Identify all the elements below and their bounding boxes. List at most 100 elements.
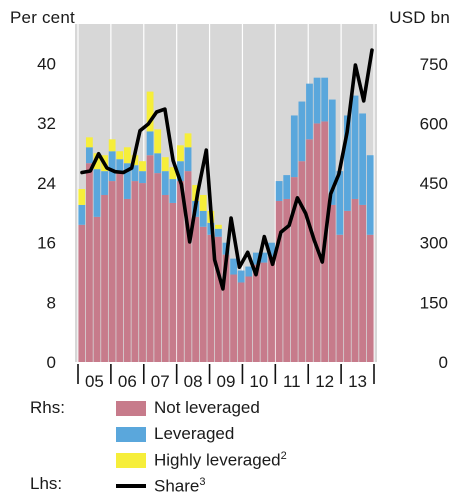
bar-segment-not-leveraged — [260, 262, 268, 362]
bar-segment-not-leveraged — [230, 274, 237, 362]
bar-segment-highly-leveraged — [199, 194, 207, 211]
bar-segment-leveraged — [101, 171, 108, 195]
legend-text-share-main: Share — [154, 476, 200, 496]
bar-segment-leveraged — [366, 155, 374, 235]
footnote-3: 3 — [199, 475, 206, 488]
right-tick-label: 0 — [439, 353, 448, 372]
x-axis: 05 06 07 08 09 10 11 12 13 — [77, 364, 375, 391]
bar-segment-leveraged — [131, 165, 139, 182]
legend-text-share: Share3 — [154, 476, 206, 497]
bar-segment-not-leveraged — [344, 210, 351, 362]
legend-item-leveraged: Leveraged — [116, 423, 234, 445]
x-tick-label: 13 — [348, 372, 367, 391]
bar-segment-not-leveraged — [192, 216, 200, 362]
bar-segment-leveraged — [321, 77, 329, 122]
bar-segment-leveraged — [245, 266, 253, 277]
bar-segment-not-leveraged — [93, 216, 101, 362]
bar-segment-leveraged — [252, 252, 260, 265]
bar-segment-highly-leveraged — [154, 129, 162, 154]
bar-segment-not-leveraged — [78, 224, 86, 362]
bar-segment-highly-leveraged — [139, 161, 146, 172]
bar-segment-leveraged — [85, 147, 93, 164]
x-tick-label: 11 — [283, 372, 301, 391]
legend-item-share: Share3 — [116, 475, 206, 497]
bar-segment-highly-leveraged — [123, 147, 131, 164]
bar-segment-not-leveraged — [139, 183, 146, 362]
legend-lhs-label: Lhs: — [30, 474, 63, 493]
bar-segment-leveraged — [116, 159, 124, 172]
bar-segment-leveraged — [268, 242, 275, 257]
bar-segment-highly-leveraged — [192, 185, 200, 201]
bar-segment-not-leveraged — [237, 282, 245, 362]
bar-segment-not-leveraged — [313, 123, 321, 362]
bar-segment-leveraged — [199, 210, 207, 227]
bar-segment-highly-leveraged — [108, 139, 116, 152]
bar-segment-leveraged — [78, 204, 86, 225]
bar-segment-leveraged — [351, 95, 359, 199]
x-tick-label: 05 — [85, 372, 104, 391]
legend-item-not-leveraged: Not leveraged — [116, 397, 260, 419]
bar-segment-not-leveraged — [169, 202, 177, 362]
bar-segment-leveraged — [139, 171, 146, 184]
bar-segment-highly-leveraged — [85, 137, 93, 148]
legend-text-not-leveraged: Not leveraged — [154, 398, 260, 417]
x-tick-label: 07 — [151, 372, 170, 391]
bar-segment-not-leveraged — [306, 139, 313, 362]
bar-segment-highly-leveraged — [184, 133, 192, 148]
bar-segment-highly-leveraged — [116, 151, 124, 160]
bar-segment-not-leveraged — [215, 236, 222, 362]
bar-segment-leveraged — [298, 101, 306, 162]
share-line-layer — [80, 48, 374, 291]
bar-segment-not-leveraged — [177, 181, 184, 362]
bar-segment-not-leveraged — [283, 198, 291, 362]
legend: Rhs: Lhs: Not leveraged Leveraged Highly… — [0, 396, 460, 500]
bar-segment-not-leveraged — [146, 155, 154, 362]
legend-rhs-label: Rhs: — [30, 398, 65, 417]
bar-segment-not-leveraged — [116, 171, 124, 362]
bar-segment-not-leveraged — [366, 234, 374, 362]
legend-text-highly-leveraged-main: Highly leveraged — [154, 450, 281, 470]
bar-segment-not-leveraged — [85, 163, 93, 362]
bar-segment-leveraged — [215, 228, 222, 237]
x-tick-label: 10 — [249, 372, 268, 391]
bar-segment-highly-leveraged — [78, 189, 86, 205]
bar-segment-not-leveraged — [184, 171, 192, 362]
legend-swatch-highly-leveraged — [116, 452, 146, 468]
bar-segment-not-leveraged — [123, 198, 131, 362]
bar-segment-not-leveraged — [108, 181, 116, 362]
bar-segment-not-leveraged — [328, 204, 336, 362]
bar-segment-leveraged — [93, 169, 101, 217]
bar-segment-leveraged — [146, 131, 154, 156]
bar-segment-leveraged — [290, 115, 298, 178]
legend-text-leveraged: Leveraged — [154, 424, 235, 443]
legend-swatch-leveraged — [116, 426, 146, 442]
bar-segment-not-leveraged — [222, 254, 230, 362]
bar-segment-highly-leveraged — [146, 91, 154, 132]
bar-segment-leveraged — [306, 83, 313, 140]
bar-segment-not-leveraged — [199, 226, 207, 362]
bar-segment-not-leveraged — [245, 276, 253, 362]
bar-segment-leveraged — [169, 179, 177, 203]
share-line — [80, 48, 374, 291]
left-tick-label: 16 — [37, 234, 56, 253]
bar-segment-leveraged — [336, 171, 344, 235]
bar-segment-leveraged — [154, 153, 162, 174]
right-tick-label: 600 — [420, 114, 448, 133]
left-tick-label: 24 — [37, 174, 56, 193]
bar-segment-leveraged — [313, 77, 321, 124]
legend-text-highly-leveraged: Highly leveraged2 — [154, 450, 287, 471]
x-tick-label: 08 — [184, 372, 203, 391]
bar-segment-leveraged — [108, 151, 116, 182]
right-tick-label: 150 — [420, 293, 448, 312]
left-tick-label: 32 — [37, 114, 56, 133]
x-tick-label: 09 — [217, 372, 236, 391]
bar-segment-leveraged — [344, 115, 351, 211]
right-axis-unit: USD bn — [389, 8, 450, 27]
bar-segment-leveraged — [328, 99, 336, 205]
bar-segment-leveraged — [123, 163, 131, 199]
x-tick-label: 12 — [315, 372, 334, 391]
legend-swatch-not-leveraged — [116, 400, 146, 416]
left-axis-unit: Per cent — [10, 8, 75, 27]
bar-segment-not-leveraged — [252, 264, 260, 362]
right-tick-label: 300 — [420, 234, 448, 253]
